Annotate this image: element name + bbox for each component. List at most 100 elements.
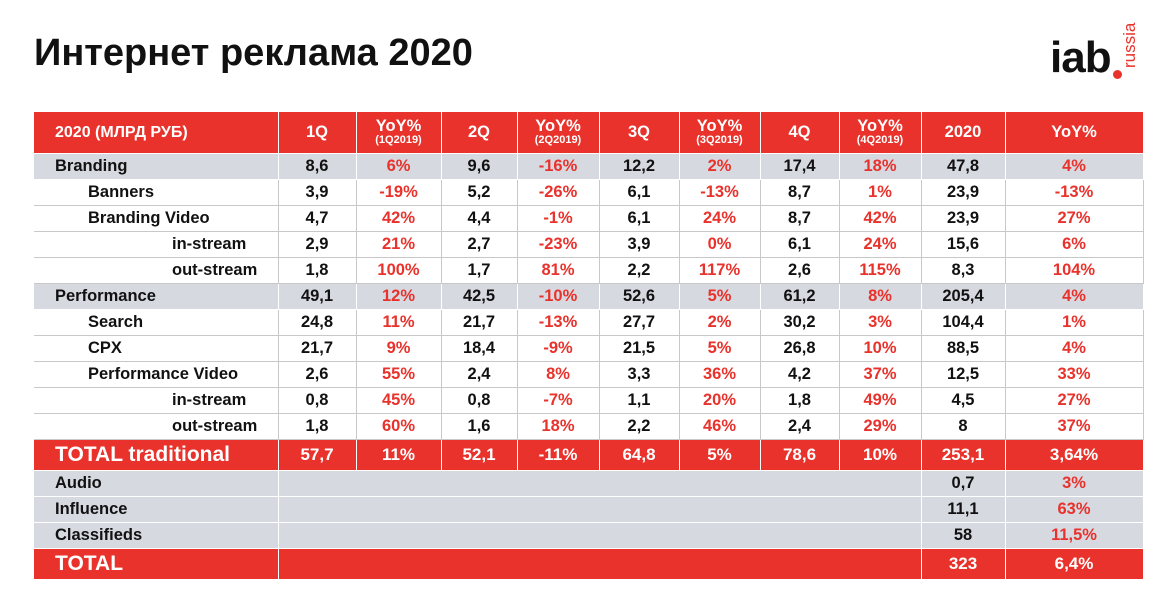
table-row: out-stream 1,8 60% 1,6 18% 2,2 46% 2,4 2… [34,413,1144,440]
cell-yoy4: 8% [839,283,922,310]
cell-q3: 6,1 [599,205,680,232]
table-row: Performance 49,1 12% 42,5 -10% 52,6 5% 6… [34,283,1144,310]
cell-yoy-year: 4% [1005,153,1144,180]
row-label: in-stream [34,231,279,258]
cell-year: 23,9 [921,205,1006,232]
cell-year: 253,1 [921,439,1006,471]
cell-yoy4: 3% [839,309,922,336]
header-q1: 1Q [278,112,357,154]
cell-yoy4: 37% [839,361,922,388]
cell-yoy2: -26% [517,179,600,206]
cell-yoy-year: 11,5% [1005,522,1144,549]
cell-yoy-year: 37% [1005,413,1144,440]
cell-q4: 61,2 [760,283,840,310]
cell-yoy4: 10% [839,335,922,362]
cell-q1: 1,8 [278,413,357,440]
header-yoy-year: YoY% [1005,112,1144,154]
cell-q2: 5,2 [441,179,518,206]
logo-main-text: iab [1050,33,1112,82]
cell-q4: 78,6 [760,439,840,471]
cell-q4: 8,7 [760,205,840,232]
cell-q1: 8,6 [278,153,357,180]
cell-q3: 3,9 [599,231,680,258]
cell-q4: 4,2 [760,361,840,388]
cell-q4: 1,8 [760,387,840,414]
cell-q1: 3,9 [278,179,357,206]
cell-q1: 2,6 [278,361,357,388]
empty-span [278,522,922,549]
cell-q1: 4,7 [278,205,357,232]
cell-yoy3: 2% [679,153,761,180]
cell-yoy4: 10% [839,439,922,471]
cell-yoy4: 18% [839,153,922,180]
cell-year: 23,9 [921,179,1006,206]
cell-yoy4: 49% [839,387,922,414]
cell-q2: 1,6 [441,413,518,440]
table-row-other: Audio 0,7 3% [34,470,1144,497]
header-label: 2020 (МЛРД РУБ) [34,112,279,154]
cell-yoy1: 6% [356,153,442,180]
table-row: Banners 3,9 -19% 5,2 -26% 6,1 -13% 8,7 1… [34,179,1144,206]
row-label: CPX [34,335,279,362]
cell-yoy-year: -13% [1005,179,1144,206]
cell-q1: 0,8 [278,387,357,414]
cell-yoy-year: 104% [1005,257,1144,284]
cell-yoy-year: 6% [1005,231,1144,258]
logo-sub-text: russia [1120,22,1139,68]
cell-q2: 2,7 [441,231,518,258]
cell-yoy4: 1% [839,179,922,206]
cell-q4: 2,6 [760,257,840,284]
cell-yoy2: -13% [517,309,600,336]
cell-yoy4: 42% [839,205,922,232]
cell-q2: 52,1 [441,439,518,471]
table-row: Performance Video 2,6 55% 2,4 8% 3,3 36%… [34,361,1144,388]
cell-q3: 2,2 [599,257,680,284]
cell-yoy3: 20% [679,387,761,414]
cell-year: 88,5 [921,335,1006,362]
cell-year: 323 [921,548,1006,580]
cell-q1: 49,1 [278,283,357,310]
header-q4: 4Q [760,112,840,154]
cell-yoy2: -23% [517,231,600,258]
cell-q4: 26,8 [760,335,840,362]
cell-yoy1: 12% [356,283,442,310]
cell-q3: 2,2 [599,413,680,440]
cell-yoy1: 21% [356,231,442,258]
cell-yoy-year: 1% [1005,309,1144,336]
iab-russia-logo: iab russia [1050,22,1140,92]
row-label: Search [34,309,279,336]
cell-q2: 2,4 [441,361,518,388]
cell-q2: 42,5 [441,283,518,310]
row-label: Performance Video [34,361,279,388]
empty-span [278,496,922,523]
row-label: in-stream [34,387,279,414]
cell-q4: 30,2 [760,309,840,336]
cell-yoy1: -19% [356,179,442,206]
cell-yoy1: 60% [356,413,442,440]
cell-yoy3: 5% [679,335,761,362]
cell-q1: 57,7 [278,439,357,471]
cell-q1: 1,8 [278,257,357,284]
row-label: Influence [34,496,279,523]
cell-yoy2: -9% [517,335,600,362]
page-title: Интернет реклама 2020 [34,32,473,74]
cell-q3: 27,7 [599,309,680,336]
cell-year: 58 [921,522,1006,549]
table-row-other: Classifieds 58 11,5% [34,522,1144,549]
cell-year: 205,4 [921,283,1006,310]
empty-span [278,470,922,497]
table-row: in-stream 0,8 45% 0,8 -7% 1,1 20% 1,8 49… [34,387,1144,414]
cell-yoy1: 45% [356,387,442,414]
logo-dot [1113,70,1122,79]
cell-yoy1: 9% [356,335,442,362]
total-label: TOTAL [34,548,279,580]
cell-yoy2: -7% [517,387,600,414]
cell-q1: 24,8 [278,309,357,336]
ad-market-table: 2020 (МЛРД РУБ) 1Q YoY% (1Q2019) 2Q YoY%(… [34,112,1144,580]
table-row: CPX 21,7 9% 18,4 -9% 21,5 5% 26,8 10% 88… [34,335,1144,362]
cell-yoy1: 11% [356,439,442,471]
row-label: out-stream [34,413,279,440]
total-row: TOTAL 323 6,4% [34,548,1144,580]
cell-yoy2: 81% [517,257,600,284]
cell-yoy3: -13% [679,179,761,206]
